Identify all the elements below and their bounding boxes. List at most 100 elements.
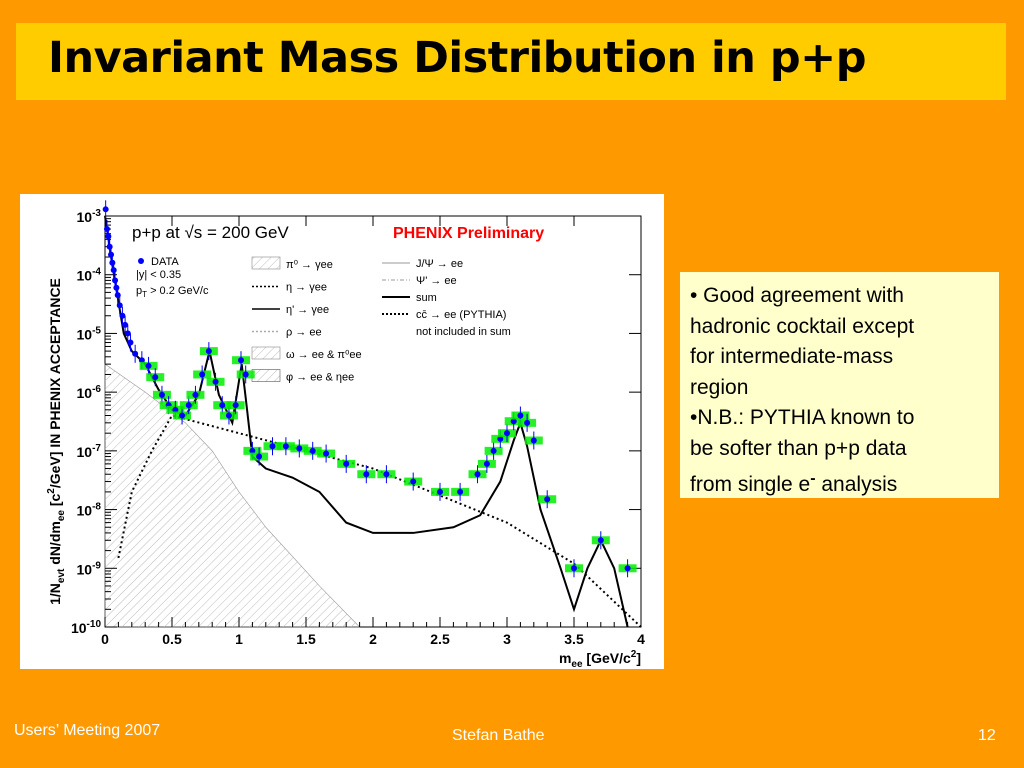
x-tick-label: 0 — [101, 631, 109, 647]
legend-right-label: sum — [416, 292, 437, 304]
x-tick-label: 1.5 — [296, 631, 316, 647]
footer-page-number: 12 — [978, 727, 996, 744]
y-tick-label: 10-4 — [77, 267, 102, 284]
data-point — [232, 402, 239, 409]
legend-mid-label: φ → ee & ηee — [286, 372, 354, 384]
notes-box: • Good agreement with hadronic cocktail … — [680, 272, 999, 498]
legend-swatch — [251, 346, 281, 360]
data-point — [113, 284, 120, 291]
x-tick-label: 3.5 — [564, 631, 584, 647]
data-point — [219, 402, 226, 409]
data-point — [269, 443, 276, 450]
x-tick-label: 2 — [369, 631, 377, 647]
data-point — [524, 419, 531, 426]
chart-annotation-energy: p+p at √s = 200 GeV — [132, 223, 289, 242]
data-point — [112, 277, 119, 284]
data-point — [343, 460, 350, 467]
data-point — [544, 496, 551, 503]
data-point — [109, 259, 116, 266]
data-point — [132, 350, 139, 357]
data-point — [192, 391, 199, 398]
y-tick-label: 10-6 — [77, 384, 102, 401]
data-point — [383, 471, 390, 478]
note-line-part: from single e — [690, 473, 811, 496]
data-point — [309, 447, 316, 454]
legend-swatch — [251, 256, 281, 270]
legend-mid-label: η' → γee — [286, 304, 329, 316]
x-tick-label: 4 — [637, 631, 645, 647]
data-point — [282, 443, 289, 450]
x-tick-label: 1 — [235, 631, 243, 647]
data-point — [185, 402, 192, 409]
y-axis-label: 1/Nevt dN/dmee [c2/GeV] IN PHENIX ACCEPT… — [46, 278, 67, 605]
data-point — [172, 406, 179, 413]
chart-panel: 0 0.5 1 1.5 2 2.5 3 3.5 4 10-3 10-4 10-5 10-6 10-7 10-… — [20, 194, 664, 669]
legend-mid-label: ρ → ee — [286, 327, 322, 339]
data-point — [510, 418, 517, 425]
footer-author: Stefan Bathe — [452, 727, 545, 744]
data-point — [106, 243, 113, 250]
data-point — [105, 233, 112, 240]
legend-mid-label: η → γee — [286, 282, 327, 294]
slide-title: Invariant Mass Distribution in p+p — [48, 33, 866, 83]
data-point — [127, 339, 134, 346]
data-point — [205, 348, 212, 355]
legend-swatch — [251, 369, 281, 382]
data-point — [158, 391, 165, 398]
note-line: hadronic cocktail except — [690, 314, 915, 338]
data-point — [104, 226, 111, 233]
chart-annotation-preliminary: PHENIX Preliminary — [393, 225, 544, 242]
data-point — [323, 450, 330, 457]
data-point — [624, 565, 631, 572]
data-point — [490, 447, 497, 454]
note-line: •N.B.: PYTHIA known to — [690, 406, 915, 429]
data-point — [597, 537, 604, 544]
data-point — [212, 378, 219, 385]
note-line-part: analysis — [815, 473, 898, 496]
data-point — [124, 330, 131, 337]
y-tick-label: 10-5 — [77, 325, 102, 342]
data-point — [249, 447, 256, 454]
note-line: region — [690, 375, 749, 399]
note-line: be softer than p+p data — [690, 436, 907, 460]
data-point — [504, 430, 510, 437]
data-point — [199, 371, 206, 378]
x-tick-label: 2.5 — [430, 631, 450, 647]
data-point — [238, 357, 245, 364]
data-point — [152, 374, 159, 381]
legend-mid-label: ω → ee & π⁰ee — [286, 349, 362, 361]
data-point — [108, 251, 115, 258]
data-point — [138, 357, 145, 364]
note-line: from single e- analysis — [690, 464, 989, 501]
legend-right-label: J/Ψ → ee — [416, 258, 463, 270]
data-point — [116, 302, 123, 309]
legend-right-label: cc̄ → ee (PYTHIA) — [416, 309, 506, 321]
x-axis-label: mee [GeV/c2] — [559, 649, 641, 669]
data-point — [474, 471, 481, 478]
data-point — [225, 412, 232, 419]
y-tick-label: 10-10 — [71, 619, 101, 636]
invariant-mass-chart: 0 0.5 1 1.5 2 2.5 3 3.5 4 10-3 10-4 10-5 10-6 10-7 10-… — [46, 200, 645, 669]
legend-cut-rapidity: |y| < 0.35 — [136, 269, 181, 281]
data-point — [497, 435, 504, 442]
data-point — [571, 565, 577, 572]
legend-cut-pt: pT > 0.2 GeV/c — [136, 285, 209, 299]
x-tick-label: 0.5 — [162, 631, 182, 647]
legend-right-label: not included in sum — [416, 326, 511, 338]
data-point — [102, 206, 109, 213]
legend-data-label: DATA — [151, 256, 179, 268]
x-tick-label: 3 — [503, 631, 511, 647]
data-point — [410, 478, 417, 485]
data-point — [517, 412, 524, 419]
y-tick-label: 10-8 — [77, 502, 102, 519]
y-tick-label: 10-3 — [77, 208, 102, 225]
note-line: for intermediate-mass — [690, 345, 894, 368]
data-point — [483, 460, 490, 467]
data-point — [363, 471, 370, 478]
footer-meeting: Users’ Meeting 2007 — [14, 722, 161, 739]
electron-superscript: - — [810, 470, 816, 487]
data-point — [110, 267, 117, 274]
data-point — [242, 371, 249, 378]
data-point — [145, 362, 152, 369]
data-point — [256, 453, 263, 460]
